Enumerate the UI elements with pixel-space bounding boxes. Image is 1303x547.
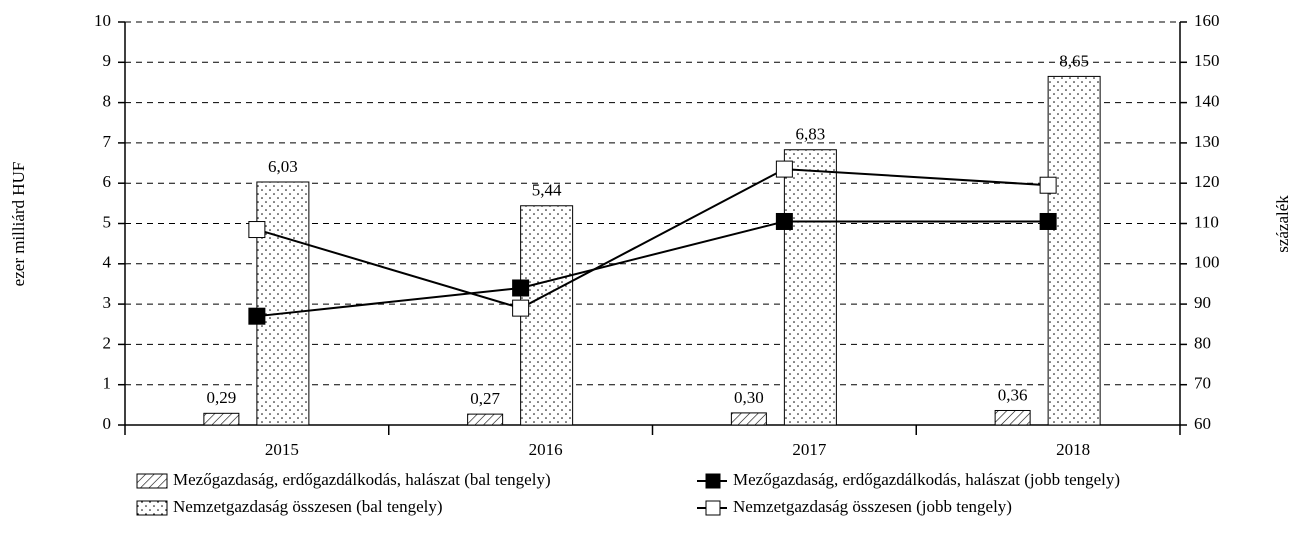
y-tick-label: 10 — [94, 11, 111, 30]
bar — [994, 409, 1031, 426]
legend-label: Nemzetgazdaság összesen (bal tengely) — [173, 497, 443, 516]
value-label: 0,29 — [207, 388, 237, 407]
legend-label: Mezőgazdaság, erdőgazdálkodás, halászat … — [173, 470, 551, 489]
value-label: 0,27 — [470, 389, 500, 408]
legend-swatch — [136, 500, 168, 516]
legend-label: Nemzetgazdaság összesen (jobb tengely) — [733, 497, 1012, 516]
y-tick-label: 2 — [103, 333, 112, 352]
value-label: 5,44 — [532, 181, 562, 200]
x-tick-label: 2016 — [529, 440, 563, 459]
value-label: 8,65 — [1059, 51, 1089, 70]
y2-tick-label: 150 — [1194, 51, 1220, 70]
y-tick-label: 9 — [103, 51, 112, 70]
y2-tick-label: 140 — [1194, 92, 1220, 111]
y2-axis-label: százalék — [1273, 195, 1292, 253]
y-tick-label: 3 — [103, 293, 112, 312]
y-tick-label: 1 — [103, 374, 112, 393]
bar — [520, 205, 574, 426]
marker — [512, 299, 530, 317]
marker — [1039, 212, 1057, 230]
y-tick-label: 5 — [103, 212, 112, 231]
value-label: 6,83 — [796, 125, 826, 144]
legend-label: Mezőgazdaság, erdőgazdálkodás, halászat … — [733, 470, 1120, 489]
y2-tick-label: 70 — [1194, 374, 1211, 393]
value-label: 0,36 — [998, 385, 1028, 404]
y2-tick-label: 60 — [1194, 414, 1211, 433]
x-tick-label: 2015 — [265, 440, 299, 459]
bar — [467, 413, 504, 426]
y-tick-label: 6 — [103, 172, 112, 191]
marker — [775, 212, 793, 230]
y2-tick-label: 110 — [1194, 212, 1219, 231]
y-tick-label: 7 — [103, 132, 112, 151]
line — [256, 168, 1049, 310]
marker — [512, 279, 530, 297]
marker — [1039, 176, 1057, 194]
bar — [256, 181, 310, 426]
value-label: 0,30 — [734, 388, 764, 407]
y2-tick-label: 90 — [1194, 293, 1211, 312]
y2-tick-label: 130 — [1194, 132, 1220, 151]
y-tick-label: 8 — [103, 92, 112, 111]
marker — [775, 160, 793, 178]
bar — [730, 412, 767, 426]
x-tick-label: 2017 — [792, 440, 827, 459]
y-tick-label: 0 — [103, 414, 112, 433]
marker — [248, 221, 266, 239]
y2-tick-label: 80 — [1194, 333, 1211, 352]
line — [256, 220, 1049, 318]
y2-tick-label: 120 — [1194, 172, 1220, 191]
legend-marker — [705, 500, 721, 516]
bar — [783, 149, 837, 426]
marker — [248, 307, 266, 325]
y-tick-label: 4 — [103, 253, 112, 272]
y-axis-label: ezer milliárd HUF — [9, 162, 28, 287]
value-label: 6,03 — [268, 157, 298, 176]
y2-tick-label: 160 — [1194, 11, 1220, 30]
bar — [203, 412, 240, 426]
legend-swatch — [136, 473, 168, 489]
bar — [1047, 75, 1101, 426]
x-tick-label: 2018 — [1056, 440, 1090, 459]
legend-marker — [705, 473, 721, 489]
y2-tick-label: 100 — [1194, 253, 1220, 272]
